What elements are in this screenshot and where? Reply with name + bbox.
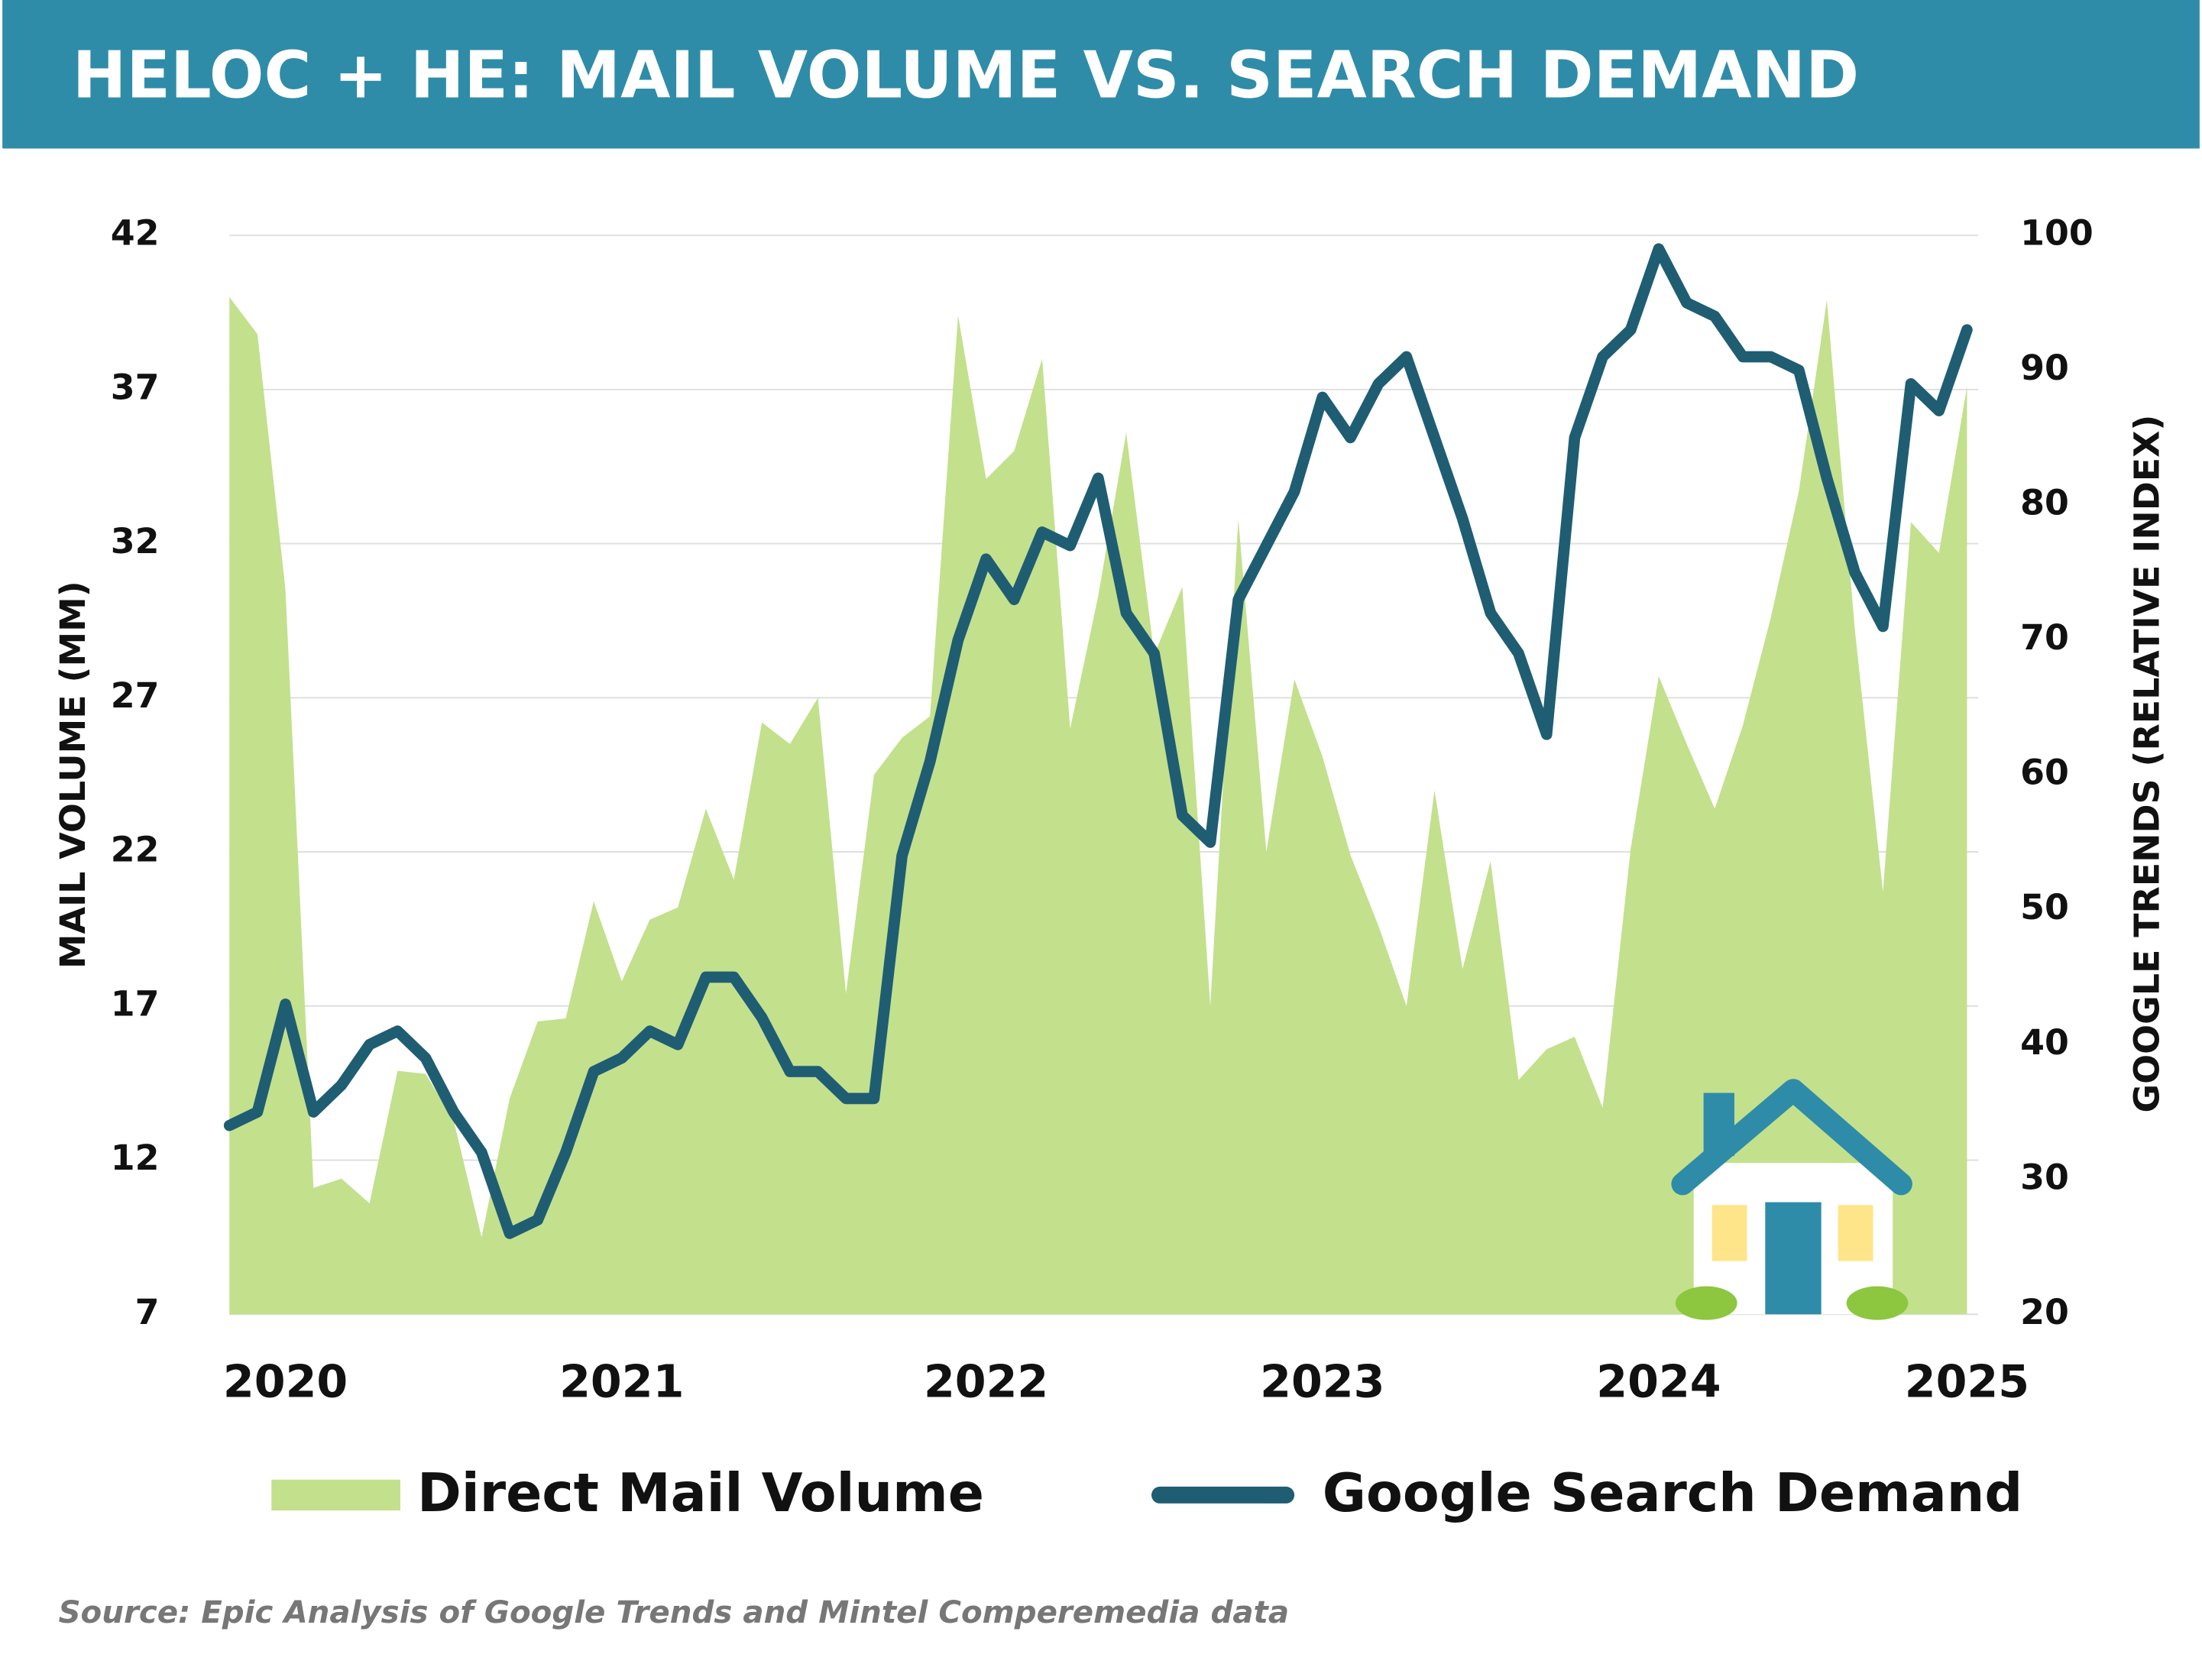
y-tick-label: 17 [111, 982, 160, 1024]
y2-tick-label: 60 [2020, 752, 2069, 793]
y-tick-label: 12 [111, 1137, 160, 1178]
legend: Direct Mail Volume Google Search Demand [271, 1462, 2022, 1524]
y-tick-label: 27 [111, 675, 160, 716]
chart-title: HELOC + HE: MAIL VOLUME VS. SEARCH DEMAN… [73, 37, 1859, 112]
house-icon [1671, 1079, 1912, 1320]
y2-tick-label: 80 [2020, 482, 2069, 523]
y2-tick-label: 70 [2020, 617, 2069, 658]
y2-tick-label: 100 [2020, 212, 2094, 254]
y-tick-label: 32 [111, 520, 160, 562]
x-tick-label: 2025 [1905, 1356, 2029, 1408]
y2-tick-label: 40 [2020, 1021, 2069, 1063]
legend-label: Direct Mail Volume [417, 1462, 984, 1524]
y-tick-label: 42 [111, 212, 160, 254]
x-tick-label: 2021 [559, 1356, 684, 1408]
x-tick-label: 2020 [223, 1356, 348, 1408]
search-line [223, 243, 1973, 1239]
source-note: Source: Epic Analysis of Google Trends a… [58, 1594, 1289, 1630]
legend-label: Google Search Demand [1323, 1462, 2023, 1524]
legend-swatch [271, 1479, 400, 1511]
plot-area: 7 12 17 22 27 32 37 42 20 30 40 50 60 70 80 90 100 2020 20… [111, 212, 2094, 1408]
x-tick-label: 2022 [924, 1356, 1048, 1408]
y2-tick-label: 50 [2020, 886, 2069, 927]
y2-tick-label: 90 [2020, 347, 2069, 388]
y2-tick-label: 20 [2020, 1291, 2069, 1332]
y-axis-label: MAIL VOLUME (MM) [52, 581, 93, 969]
mail-area [229, 296, 1967, 1315]
y-tick-label: 37 [111, 366, 160, 407]
x-tick-label: 2024 [1596, 1356, 1721, 1408]
y-tick-label: 22 [111, 829, 160, 870]
header-band [2, 0, 2200, 149]
y2-tick-label: 30 [2020, 1156, 2069, 1197]
x-tick-label: 2023 [1260, 1356, 1384, 1408]
y-tick-label: 7 [135, 1291, 160, 1332]
y2-axis-label: GOOGLE TRENDS (RELATIVE INDEX) [2126, 415, 2167, 1113]
